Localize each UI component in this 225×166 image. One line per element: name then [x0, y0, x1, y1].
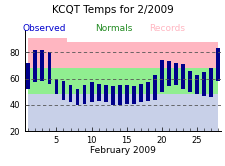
Text: Normals: Normals — [94, 24, 132, 33]
Bar — [117, 85, 121, 105]
Bar — [96, 84, 100, 101]
Bar — [131, 86, 135, 104]
X-axis label: February 2009: February 2009 — [90, 146, 155, 155]
Bar — [110, 86, 114, 105]
Bar — [166, 61, 170, 86]
Bar — [173, 63, 177, 85]
Bar — [47, 52, 51, 84]
Text: KCQT Temps for 2/2009: KCQT Temps for 2/2009 — [52, 5, 173, 15]
Bar — [61, 81, 65, 100]
Bar — [208, 68, 212, 97]
Bar — [159, 60, 163, 92]
Bar — [194, 75, 198, 94]
Bar — [89, 83, 93, 102]
Bar — [75, 89, 79, 105]
Bar — [138, 84, 142, 102]
Text: Observed: Observed — [22, 24, 66, 33]
Bar — [40, 50, 44, 81]
Bar — [54, 79, 58, 94]
Bar — [82, 85, 86, 104]
Bar — [187, 71, 191, 92]
Bar — [26, 63, 30, 89]
Bar — [103, 85, 107, 102]
Bar — [201, 72, 205, 96]
Bar — [180, 64, 184, 89]
Bar — [145, 83, 149, 101]
Bar — [215, 48, 219, 81]
Bar — [33, 50, 37, 83]
Bar — [124, 85, 128, 104]
Bar — [68, 85, 72, 102]
Text: Records: Records — [148, 24, 184, 33]
Bar — [152, 75, 156, 100]
